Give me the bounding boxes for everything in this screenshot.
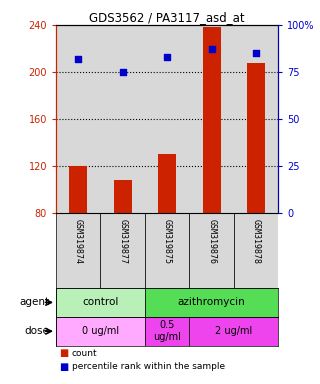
Text: azithromycin: azithromycin: [178, 297, 245, 308]
Bar: [158, 154, 176, 213]
Title: GDS3562 / PA3117_asd_at: GDS3562 / PA3117_asd_at: [89, 11, 245, 24]
Text: 0.5
ug/ml: 0.5 ug/ml: [153, 320, 181, 342]
Text: 0 ug/ml: 0 ug/ml: [82, 326, 119, 336]
Bar: [145, 317, 189, 346]
Point: [120, 69, 125, 75]
Text: 2 ug/ml: 2 ug/ml: [215, 326, 252, 336]
Text: count: count: [72, 349, 98, 358]
Bar: [100, 213, 145, 288]
Point: [165, 54, 170, 60]
Text: ■: ■: [59, 348, 68, 358]
Text: agent: agent: [20, 297, 50, 308]
Bar: [203, 27, 220, 213]
Point: [209, 46, 214, 53]
Bar: [145, 213, 189, 288]
Bar: [145, 288, 278, 317]
Bar: [189, 213, 234, 288]
Text: control: control: [82, 297, 119, 308]
Bar: [56, 288, 145, 317]
Bar: [234, 213, 278, 288]
Point: [76, 56, 81, 62]
Bar: [114, 180, 132, 213]
Text: GSM319874: GSM319874: [74, 219, 83, 264]
Text: GSM319877: GSM319877: [118, 219, 127, 264]
Text: GSM319876: GSM319876: [207, 219, 216, 264]
Bar: [69, 166, 87, 213]
Point: [254, 50, 259, 56]
Bar: [56, 213, 100, 288]
Text: GSM319878: GSM319878: [252, 219, 261, 264]
Bar: [247, 63, 265, 213]
Text: GSM319875: GSM319875: [163, 219, 172, 264]
Text: dose: dose: [25, 326, 50, 336]
Text: percentile rank within the sample: percentile rank within the sample: [72, 362, 225, 371]
Bar: [56, 317, 145, 346]
Text: ■: ■: [59, 362, 68, 372]
Bar: [189, 317, 278, 346]
